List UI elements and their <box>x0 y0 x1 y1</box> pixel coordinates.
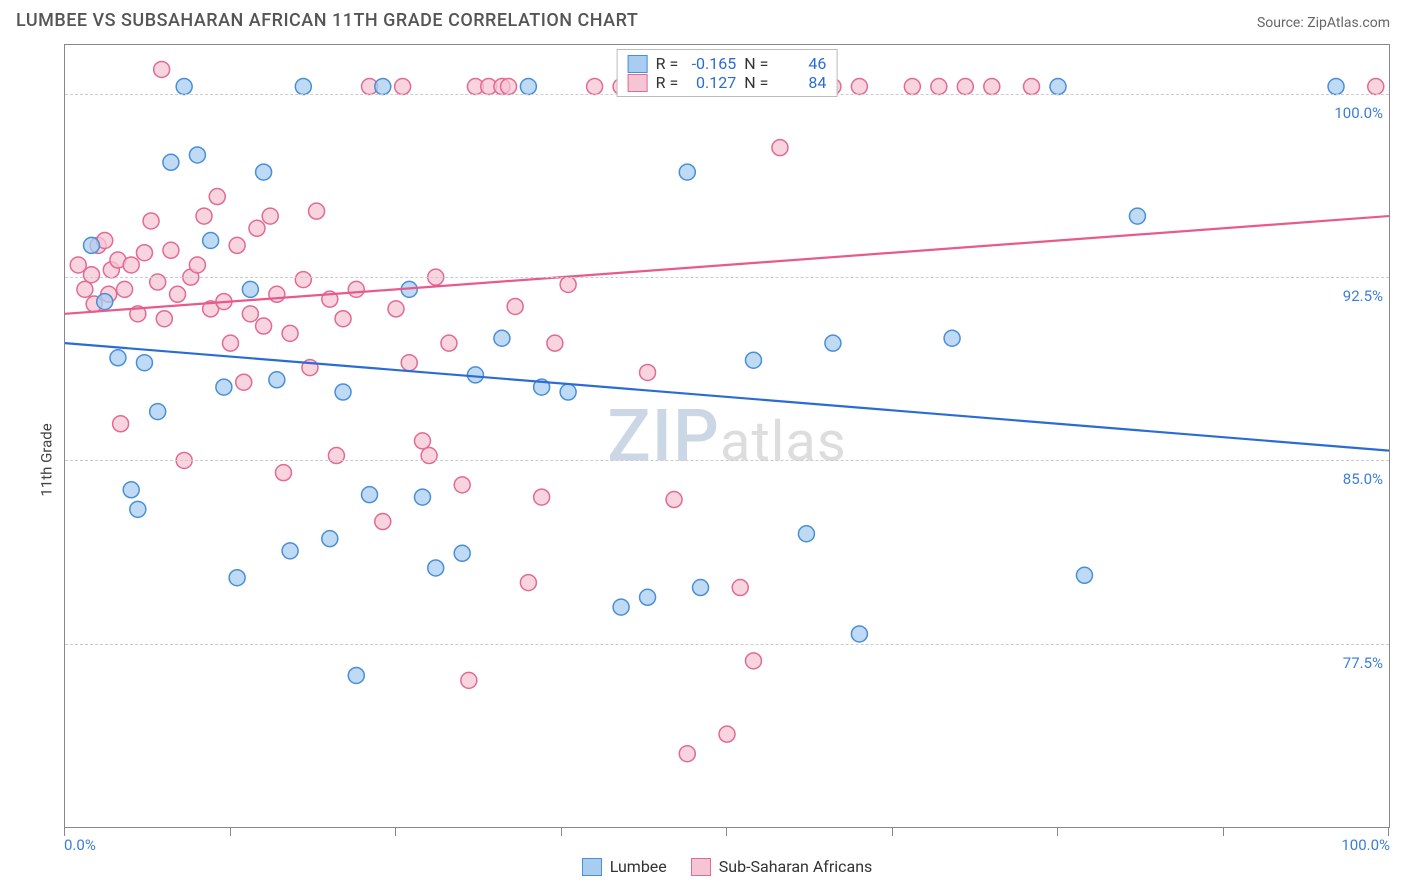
plot-svg <box>65 45 1389 827</box>
y-tick-label: 77.5% <box>1343 654 1383 672</box>
stats-row-lumbee: R = -0.165 N = 46 <box>628 54 827 73</box>
legend-item-ssa: Sub-Saharan Africans <box>691 857 873 876</box>
lumbee-swatch <box>628 55 648 73</box>
x-tick <box>1057 828 1058 836</box>
chart-container: 11th Grade ZIPatlas R = -0.165 N = 46 R … <box>16 44 1390 876</box>
series-legend: Lumbee Sub-Saharan Africans <box>64 857 1390 876</box>
x-tick <box>1388 828 1389 836</box>
source-label: Source: ZipAtlas.com <box>1257 15 1390 31</box>
x-axis-max: 100.0% <box>1341 836 1390 854</box>
x-tick <box>1223 828 1224 836</box>
x-tick <box>892 828 893 836</box>
y-axis-label: 11th Grade <box>38 423 56 496</box>
y-tick-label: 85.0% <box>1343 470 1383 488</box>
ssa-swatch-icon <box>691 858 711 876</box>
legend-item-lumbee: Lumbee <box>582 857 667 876</box>
x-tick <box>230 828 231 836</box>
x-tick <box>395 828 396 836</box>
ssa-swatch <box>628 74 648 92</box>
plot-area: ZIPatlas R = -0.165 N = 46 R = 0.127 N =… <box>64 44 1390 828</box>
chart-title: LUMBEE VS SUBSAHARAN AFRICAN 11TH GRADE … <box>16 10 638 31</box>
stats-row-ssa: R = 0.127 N = 84 <box>628 73 827 92</box>
y-tick-label: 92.5% <box>1343 287 1383 305</box>
ssa-legend-label: Sub-Saharan Africans <box>719 857 873 876</box>
lumbee-legend-label: Lumbee <box>610 857 667 876</box>
x-axis-min: 0.0% <box>64 836 96 854</box>
lumbee-swatch-icon <box>582 858 602 876</box>
stats-legend: R = -0.165 N = 46 R = 0.127 N = 84 <box>617 49 838 97</box>
x-tick <box>64 828 65 836</box>
x-tick <box>561 828 562 836</box>
y-tick-label: 100.0% <box>1334 104 1383 122</box>
x-tick <box>726 828 727 836</box>
